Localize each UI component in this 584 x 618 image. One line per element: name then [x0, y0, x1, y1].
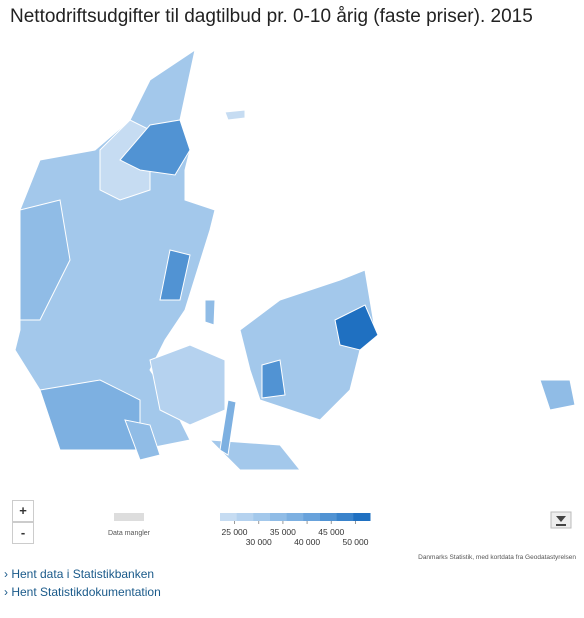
link[interactable]: › Hent data i Statistikbanken [4, 567, 155, 581]
mid-strip [159, 249, 191, 301]
legend-swatch [286, 513, 304, 521]
legend-tick-label: 25 000 [222, 527, 248, 537]
legend-swatch [303, 513, 321, 521]
title: Nettodriftsudgifter til dagtilbud pr. 0-… [10, 6, 533, 27]
legend-swatch [236, 513, 254, 521]
source: Danmarks Statistik, med kortdata fra Geo… [418, 554, 576, 561]
lolland-falster [208, 439, 302, 471]
samsoe [204, 299, 216, 326]
legend-swatch [253, 513, 271, 521]
copenhagen [334, 304, 379, 351]
legend-tick-label: 50 000 [342, 537, 368, 547]
legend-swatch [320, 513, 338, 521]
legend-swatch [353, 513, 371, 521]
laesoe [224, 109, 246, 121]
legend-swatch [220, 513, 238, 521]
legend-tick-label: 45 000 [318, 527, 344, 537]
zoom-out[interactable]: - [12, 522, 34, 544]
bornholm [539, 379, 576, 411]
legend-tick-label: 40 000 [294, 537, 320, 547]
west-zealand [261, 359, 286, 399]
frederikshavn [119, 119, 191, 176]
zoom-in[interactable]: + [12, 500, 34, 522]
west-coast [19, 199, 71, 321]
download-button[interactable] [550, 511, 572, 529]
legend-tick-label: 30 000 [246, 537, 272, 547]
missing-swatch [114, 513, 144, 521]
als [124, 419, 161, 461]
legend-swatch [336, 513, 354, 521]
missing-label: Data mangler [108, 530, 151, 537]
link[interactable]: › Hent Statistikdokumentation [4, 585, 161, 599]
legend-swatch [270, 513, 288, 521]
langeland [219, 399, 237, 456]
map-regions [14, 48, 576, 471]
legend-tick-label: 35 000 [270, 527, 296, 537]
funen [149, 344, 226, 426]
